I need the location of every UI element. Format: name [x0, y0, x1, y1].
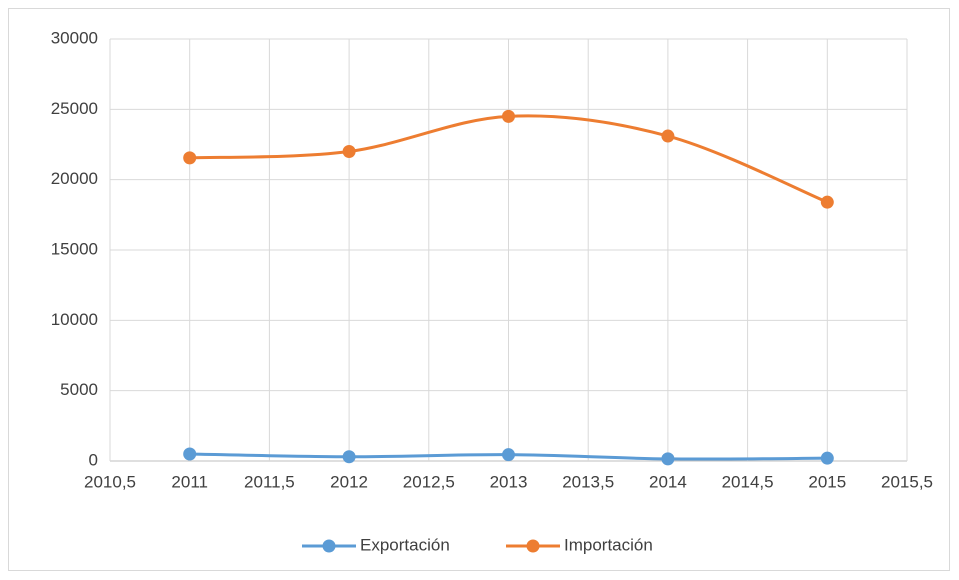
y-tick-label: 10000	[51, 310, 98, 329]
y-tick-label: 0	[89, 450, 98, 469]
data-point	[342, 145, 356, 159]
x-tick-label: 2015	[808, 472, 846, 491]
data-point	[820, 195, 834, 209]
x-tick-label: 2011,5	[244, 472, 295, 491]
data-point	[661, 452, 675, 466]
data-point	[820, 451, 834, 465]
data-point	[183, 447, 197, 461]
y-tick-label: 25000	[51, 99, 98, 118]
data-point	[661, 129, 675, 143]
x-tick-label: 2012,5	[403, 472, 455, 491]
y-tick-label: 5000	[60, 380, 98, 399]
legend-label: Exportación	[360, 535, 450, 554]
x-tick-label: 2014	[649, 472, 687, 491]
chart-frame	[8, 8, 950, 571]
legend-label: Importación	[564, 535, 653, 554]
x-tick-label: 2012	[330, 472, 368, 491]
data-point	[502, 109, 515, 123]
data-point	[342, 450, 356, 464]
x-tick-label: 2013	[490, 472, 528, 491]
y-tick-label: 30000	[51, 28, 98, 47]
y-tick-label: 20000	[51, 169, 98, 188]
data-point	[502, 448, 515, 462]
legend-marker	[526, 539, 540, 553]
x-tick-label: 2010,5	[84, 472, 136, 491]
x-tick-label: 2011	[171, 472, 208, 491]
y-tick-label: 15000	[51, 239, 98, 258]
legend-marker	[322, 539, 336, 553]
x-tick-label: 2014,5	[722, 472, 774, 491]
data-point	[183, 151, 197, 165]
x-tick-label: 2013,5	[562, 472, 614, 491]
x-tick-label: 2015,5	[881, 472, 933, 491]
